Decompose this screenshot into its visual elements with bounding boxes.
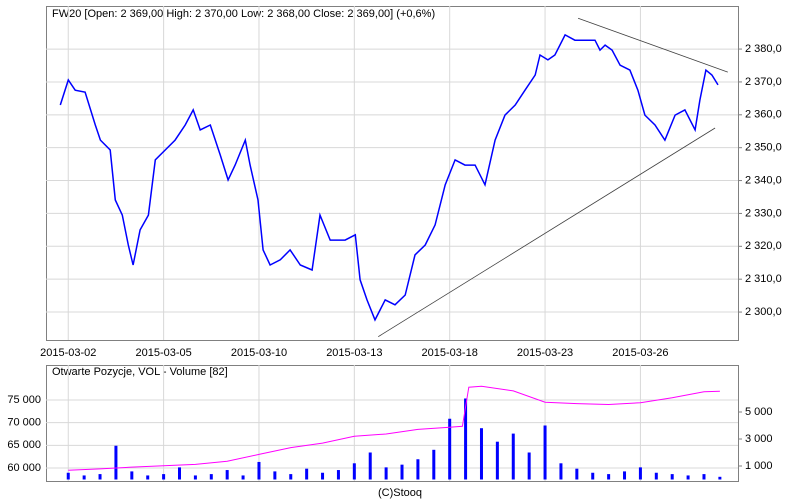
volume-bar [575,468,579,480]
volume-bar [670,474,674,480]
y-tick-label: 2 360,0 [745,109,782,121]
volume-bar [209,474,213,480]
volume-bar [607,474,611,480]
volume-bar [289,474,293,480]
volume-bar [82,475,86,480]
volume-bar [591,472,595,480]
panel-title: Otwarte Pozycje, VOL - Volume [82] [52,366,228,378]
volume-bar [352,463,356,480]
volume-bar [114,445,118,480]
volume-bar [464,398,468,480]
volume-bar [257,461,261,480]
y-tick-label: 2 370,0 [745,76,782,88]
y-tick-label: 2 310,0 [745,273,782,285]
y2-tick-label: 3 000 [745,433,773,445]
y-tick-label: 2 380,0 [745,43,782,55]
y-tick-label: 60 000 [7,462,41,474]
y-tick-label: 75 000 [7,394,41,406]
volume-bar [638,467,642,480]
volume-bar [543,425,547,480]
volume-plot-frame [46,365,739,482]
y-tick-label: 70 000 [7,417,41,429]
volume-bar [686,475,690,480]
trend-line [377,127,716,338]
chart-title: FW20 [Open: 2 369,00 High: 2 370,00 Low:… [52,8,435,20]
volume-bar [225,470,229,480]
volume-bar [98,474,102,480]
x-tick-label: 2015-03-23 [517,347,573,359]
volume-bar [146,475,150,480]
volume-bar [718,476,722,480]
volume-bar [479,428,483,480]
price-plot-frame [46,6,739,341]
volume-bar [336,470,340,480]
open-interest-line [68,385,720,471]
credit: (C)Stooq [378,487,422,499]
volume-bar [241,475,245,480]
volume-bar [384,467,388,480]
y-tick-label: 2 340,0 [745,174,782,186]
volume-bar [321,472,325,480]
price-line [59,33,719,322]
volume-bar [305,468,309,480]
volume-bar [66,472,70,480]
y-tick-label: 65 000 [7,439,41,451]
volume-bar [368,452,372,480]
trend-line [577,17,728,73]
y2-tick-label: 5 000 [745,406,773,418]
y-tick-label: 2 330,0 [745,207,782,219]
x-tick-label: 2015-03-05 [135,347,191,359]
volume-bar [162,474,166,480]
volume-bar [130,471,134,480]
x-tick-label: 2015-03-26 [612,347,668,359]
volume-bar [432,449,436,480]
y2-tick-label: 1 000 [745,460,773,472]
volume-bar [416,459,420,480]
y-tick-label: 2 300,0 [745,306,782,318]
volume-bar [527,452,531,480]
volume-bar [623,471,627,480]
x-tick-label: 2015-03-10 [231,347,287,359]
volume-bar [273,471,277,480]
volume-bar [559,463,563,480]
x-tick-label: 2015-03-18 [422,347,478,359]
volume-bar [495,441,499,480]
volume-bar [511,433,515,480]
y-tick-label: 2 350,0 [745,142,782,154]
y-tick-label: 2 320,0 [745,240,782,252]
volume-bar [702,474,706,480]
volume-bar [178,467,182,480]
volume-bar [193,475,197,480]
volume-bar [448,418,452,480]
volume-bar [654,472,658,480]
x-tick-label: 2015-03-13 [326,347,382,359]
x-tick-label: 2015-03-02 [40,347,96,359]
volume-bar [400,464,404,480]
